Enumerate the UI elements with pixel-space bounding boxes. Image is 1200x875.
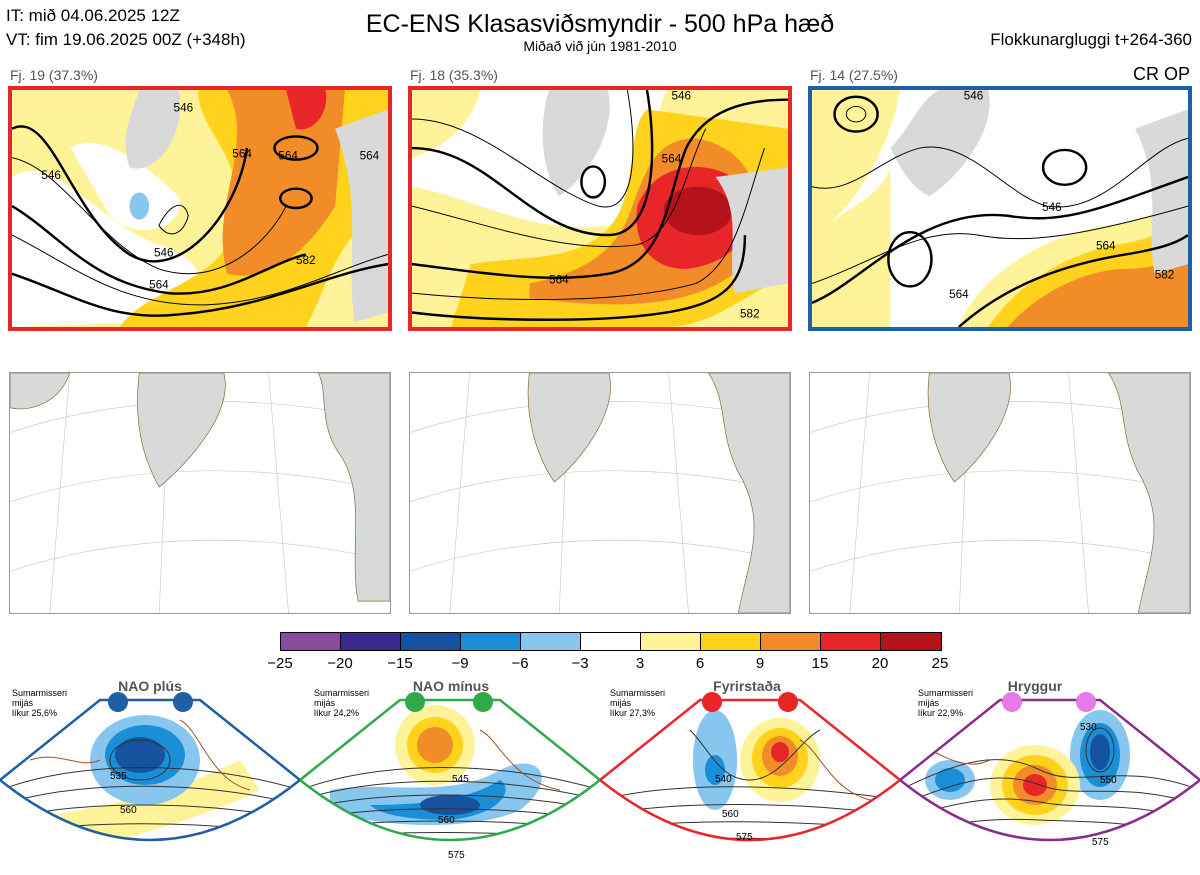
regime-contour-label: 575 bbox=[1092, 837, 1109, 848]
regime-map-nao-minus[interactable]: 545 560 575 bbox=[297, 690, 603, 870]
colorbar-cell bbox=[821, 633, 881, 650]
contour-label: 564 bbox=[149, 278, 169, 291]
regime-contour-label: 550 bbox=[1100, 775, 1117, 786]
page-subtitle: Miðað við jún 1981-2010 bbox=[523, 38, 677, 54]
colorbar-tick: −15 bbox=[387, 655, 413, 672]
colorbar-tick: −9 bbox=[451, 655, 469, 672]
cluster-map-3[interactable]: 546 546 564 564 582 bbox=[808, 86, 1192, 331]
contour-label: 564 bbox=[1096, 240, 1116, 253]
contour-label: 582 bbox=[1155, 269, 1175, 282]
regime-note-blocking: Sumarmisseri mijás líkur 27,3% bbox=[610, 688, 666, 718]
regime-contour-label: 535 bbox=[110, 771, 127, 782]
colorbar-tick: 25 bbox=[931, 655, 949, 672]
regime-note-nao-minus: Sumarmisseri mijás líkur 24,2% bbox=[314, 688, 370, 718]
regime-map-blocking[interactable]: 540 560 575 bbox=[597, 690, 903, 870]
contour-label: 564 bbox=[278, 150, 298, 163]
regime-contour-label: 560 bbox=[120, 805, 137, 816]
empty-map-1 bbox=[9, 372, 391, 614]
empty-map-2 bbox=[409, 372, 791, 614]
regime-contour-label: 530 bbox=[1080, 722, 1097, 733]
colorbar-tick: −6 bbox=[511, 655, 529, 672]
colorbar-cell bbox=[701, 633, 761, 650]
cluster-map-1[interactable]: 546 564 564 564 546 546 564 582 bbox=[8, 86, 392, 331]
cluster-label-3: Fj. 14 (27.5%) bbox=[810, 67, 898, 83]
regime-tag: CR OP bbox=[1132, 64, 1190, 84]
colorbar-tick: 20 bbox=[871, 655, 889, 672]
contour-label: 564 bbox=[949, 288, 969, 301]
regime-contour-label: 540 bbox=[715, 774, 732, 785]
regime-note-nao-plus: Sumarmisseri mijás líkur 25,6% bbox=[12, 688, 68, 718]
colorbar-cell bbox=[761, 633, 821, 650]
colorbar-cell bbox=[521, 633, 581, 650]
regime-map-ridge[interactable]: 530 550 575 bbox=[897, 690, 1200, 870]
regime-name-ridge: Hryggur bbox=[1007, 678, 1063, 694]
valid-time: VT: fim 19.06.2025 00Z (+348h) bbox=[6, 30, 246, 49]
colorbar-tick: 15 bbox=[811, 655, 829, 672]
regime-name-blocking: Fyrirstaða bbox=[713, 678, 781, 694]
contour-label: 564 bbox=[549, 274, 569, 287]
colorbar-cell bbox=[341, 633, 401, 650]
regime-contour-label: 575 bbox=[448, 850, 465, 861]
colorbar-cell bbox=[401, 633, 461, 650]
cluster-map-2[interactable]: 546 564 564 582 bbox=[408, 86, 792, 331]
contour-label: 546 bbox=[41, 169, 61, 182]
regime-note-ridge: Sumarmisseri mijás líkur 22,9% bbox=[918, 688, 974, 718]
contour-label: 564 bbox=[360, 150, 380, 163]
regime-map-nao-plus[interactable]: 535 560 bbox=[0, 690, 303, 870]
regime-name-nao-plus: NAO plús bbox=[118, 678, 182, 694]
colorbar-cell bbox=[641, 633, 701, 650]
page-title: EC-ENS Klasasviðsmyndir - 500 hPa hæð bbox=[365, 10, 835, 38]
regime-contour-label: 545 bbox=[452, 774, 469, 785]
colorbar-cell bbox=[461, 633, 521, 650]
contour-label: 564 bbox=[662, 153, 682, 166]
colorbar-tick: 6 bbox=[695, 655, 705, 672]
regime-name-nao-minus: NAO mínus bbox=[412, 678, 490, 694]
contour-label: 546 bbox=[1042, 201, 1062, 214]
colorbar-tick: 9 bbox=[755, 655, 765, 672]
cluster-label-1: Fj. 19 (37.3%) bbox=[10, 67, 98, 83]
contour-label: 564 bbox=[232, 148, 252, 161]
contour-label: 546 bbox=[671, 90, 691, 103]
colorbar-cell bbox=[881, 633, 941, 650]
contour-label: 582 bbox=[740, 307, 760, 320]
cluster-label-2: Fj. 18 (35.3%) bbox=[410, 67, 498, 83]
colorbar-tick: −20 bbox=[327, 655, 353, 672]
colorbar-tick: 3 bbox=[635, 655, 645, 672]
contour-label: 546 bbox=[154, 246, 174, 259]
colorbar-tick: −25 bbox=[267, 655, 293, 672]
regime-contour-label: 560 bbox=[722, 809, 739, 820]
contour-label: 582 bbox=[296, 254, 316, 267]
regime-contour-label: 560 bbox=[438, 815, 455, 826]
colorbar-cell bbox=[281, 633, 341, 650]
regime-contour-label: 575 bbox=[736, 832, 753, 843]
colorbar bbox=[280, 632, 942, 651]
colorbar-tick: −3 bbox=[571, 655, 589, 672]
contour-label: 546 bbox=[964, 90, 984, 103]
init-time: IT: mið 04.06.2025 12Z bbox=[6, 6, 180, 25]
classification-window: Flokkunargluggi t+264-360 bbox=[990, 30, 1192, 49]
empty-map-3 bbox=[809, 372, 1191, 614]
colorbar-cell bbox=[581, 633, 641, 650]
contour-label: 546 bbox=[174, 101, 194, 114]
